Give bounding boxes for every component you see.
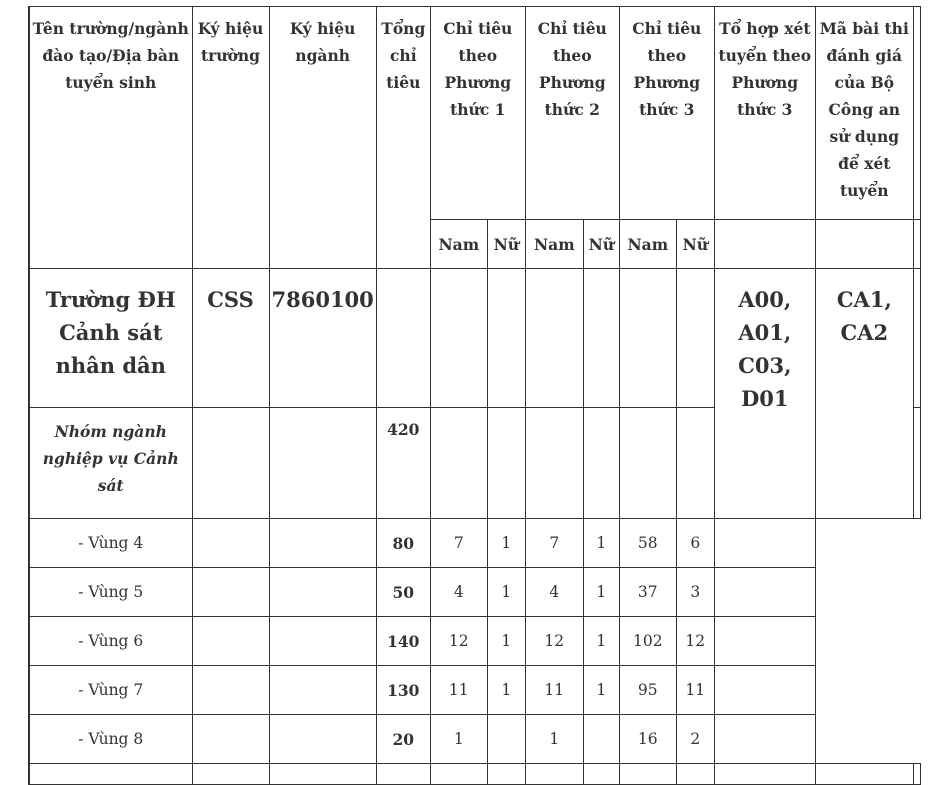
empty-cell [713,219,816,269]
group-row: Nhóm ngành nghiệp vụ Cảnh sát 420 [28,407,921,519]
region-total: 80 [375,518,431,568]
region-name: - Vùng 7 [28,665,193,715]
region-total: 140 [375,616,431,666]
extra-cell [713,567,816,617]
header-m3-male: Nam [618,219,677,269]
region-name: - Vùng 4 [28,518,193,568]
school-code: CSS [191,268,270,408]
header-m2-female: Nữ [582,219,620,269]
header-m1-male: Nam [429,219,488,269]
region-name: - Vùng 8 [28,714,193,764]
combos: A00, A01, C03, D01 [713,268,816,519]
region-row: - Vùng 6 140 12 1 12 1 102 12 [28,616,920,666]
region-m2-nam: 12 [524,616,584,666]
header-m1-female: Nữ [486,219,526,269]
group-name: Nhóm ngành nghiệp vụ Cảnh sát [28,407,193,519]
extra-cell [713,616,816,666]
admissions-quota-table: Tên trường/ngành đào tạo/Địa bàn tuyển s… [28,6,921,785]
region-row: - Vùng 7 130 11 1 11 1 95 11 [28,665,920,715]
region-m2-nu: 1 [582,665,620,715]
region-total: 50 [375,567,431,617]
major-code: 7860100 [268,268,377,408]
region-m1-nam: 1 [429,714,488,764]
extra-cell [912,407,921,519]
region-m1-nam: 11 [429,665,488,715]
header-total: Tổng chỉ tiêu [375,6,431,269]
region-m1-nu: 1 [486,616,526,666]
header-subrow: Nam Nữ Nam Nữ Nam Nữ [29,219,921,269]
header-method3: Chỉ tiêu theo Phương thức 3 [618,6,715,220]
extra-cell [912,268,921,408]
region-m1-nu: 1 [486,518,526,568]
region-m2-nam: 1 [524,714,584,764]
empty-cell [191,518,270,568]
region-name: - Vùng 6 [28,616,193,666]
empty-cell [268,665,377,715]
region-m3-nam: 58 [618,518,677,568]
extra-cell [713,665,816,715]
header-row: Tên trường/ngành đào tạo/Địa bàn tuyển s… [28,6,921,269]
empty-cell [268,714,377,764]
empty-cell [268,616,377,666]
region-m1-nu: 1 [486,567,526,617]
extra-cell [912,219,921,269]
empty-cell [191,714,270,764]
region-m2-nam: 7 [524,518,584,568]
region-m2-nam: 11 [524,665,584,715]
empty-cell [268,567,377,617]
region-row: - Vùng 4 80 7 1 7 1 58 6 [28,518,920,568]
exam-code: CA1, CA2 [814,268,914,519]
header-m2-male: Nam [524,219,584,269]
region-m1-nam: 12 [429,616,488,666]
header-method2: Chỉ tiêu theo Phương thức 2 [524,6,620,220]
header-major-code: Ký hiệu ngành [268,6,377,269]
header-name: Tên trường/ngành đào tạo/Địa bàn tuyển s… [28,6,193,269]
region-m1-nu [486,714,526,764]
header-school-code: Ký hiệu trường [191,6,270,269]
header-method1: Chỉ tiêu theo Phương thức 1 [429,6,526,220]
header-combos: Tổ hợp xét tuyển theo Phương thức 3 [713,6,816,220]
extra-cell [713,714,816,764]
region-m3-nu: 3 [675,567,715,617]
extra-cell [912,6,921,220]
empty-cell [191,616,270,666]
region-m2-nu: 1 [582,616,620,666]
school-row: Trường ĐH Cảnh sát nhân dân CSS 7860100 … [28,268,921,519]
empty-cell [191,665,270,715]
region-total: 130 [375,665,431,715]
empty-cell [268,518,377,568]
region-row: - Vùng 8 20 1 1 16 2 [28,714,920,764]
empty-cell [191,567,270,617]
region-m3-nu: 12 [675,616,715,666]
region-m3-nam: 16 [618,714,677,764]
region-m2-nu [582,714,620,764]
region-m3-nam: 37 [618,567,677,617]
region-m2-nu: 1 [582,567,620,617]
region-m3-nu: 11 [675,665,715,715]
region-m1-nu: 1 [486,665,526,715]
header-m3-female: Nữ [675,219,715,269]
region-m3-nu: 6 [675,518,715,568]
region-m1-nam: 7 [429,518,488,568]
region-m3-nam: 102 [618,616,677,666]
group-total: 420 [375,407,431,519]
header-exam-code: Mã bài thi đánh giá của Bộ Công an sử dụ… [814,6,914,220]
next-row [28,763,921,785]
extra-cell [713,518,816,568]
region-m3-nam: 95 [618,665,677,715]
region-row: - Vùng 5 50 4 1 4 1 37 3 [28,567,920,617]
region-m2-nu: 1 [582,518,620,568]
empty-cell [814,219,914,269]
region-m1-nam: 4 [429,567,488,617]
region-name: - Vùng 5 [28,567,193,617]
region-m3-nu: 2 [675,714,715,764]
region-total: 20 [375,714,431,764]
region-m2-nam: 4 [524,567,584,617]
school-name: Trường ĐH Cảnh sát nhân dân [28,268,193,408]
